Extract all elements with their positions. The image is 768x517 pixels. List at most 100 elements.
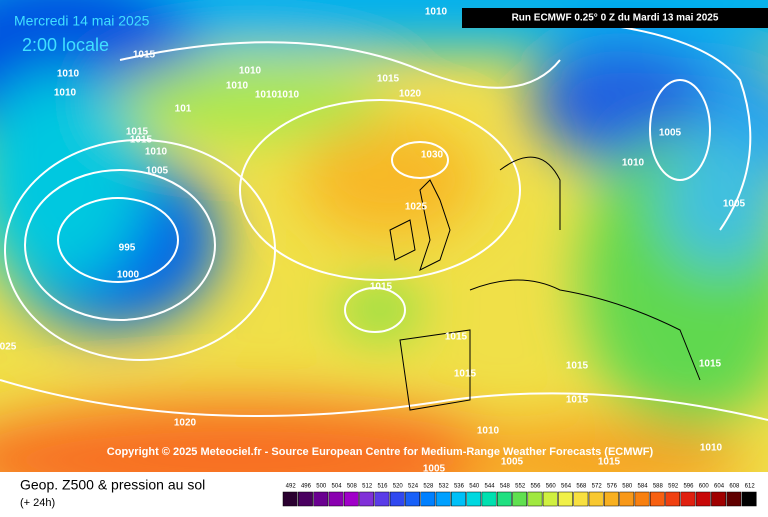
colorbar: 492 496 500 504 508 512 516 520 524 528 532 536 540 5… <box>282 484 757 507</box>
isobars <box>0 19 768 421</box>
colorbar-label: 524 <box>408 484 419 490</box>
colorbar-label: 516 <box>377 484 388 490</box>
isobar-label: 1015 <box>566 361 589 372</box>
colorbar-swatch <box>741 491 757 507</box>
isobar-label: 101 <box>175 104 192 115</box>
colorbar-label: 532 <box>439 484 450 490</box>
isobar-label: 1010 <box>425 7 448 18</box>
colorbar-swatch <box>328 491 344 507</box>
colorbar-label: 508 <box>347 484 358 490</box>
colorbar-label: 492 <box>286 484 297 490</box>
colorbar-swatch <box>451 491 466 507</box>
colorbar-label: 588 <box>653 484 664 490</box>
colorbar-label: 552 <box>515 484 526 490</box>
isobar-label: 995 <box>119 243 136 254</box>
colorbar-swatch <box>542 491 558 507</box>
colorbar-label: 604 <box>714 484 725 490</box>
isobar-label: 1010 <box>700 443 723 454</box>
colorbar-swatch <box>496 491 512 507</box>
legend-title: Geop. Z500 & pression au sol <box>20 477 205 493</box>
colorbar-swatch <box>389 491 405 507</box>
run-info: Run ECMWF 0.25° 0 Z du Mardi 13 mai 2025 <box>512 13 719 24</box>
isobar-label: 025 <box>0 342 17 353</box>
colorbar-swatch <box>604 491 619 507</box>
isobar-label: 1010 <box>239 66 262 77</box>
colorbar-swatch <box>619 491 635 507</box>
colorbar-swatch <box>665 491 681 507</box>
colorbar-label: 580 <box>622 484 633 490</box>
colorbar-swatch <box>466 491 482 507</box>
colorbar-label: 536 <box>454 484 465 490</box>
isobar-label: 1010 <box>277 90 300 101</box>
colorbar-label: 544 <box>485 484 496 490</box>
isobar-label: 1005 <box>146 166 169 177</box>
isobar-label: 1015 <box>133 50 156 61</box>
isobar-label: 1010 <box>57 69 80 80</box>
colorbar-label: 600 <box>699 484 710 490</box>
colorbar-swatch <box>298 491 313 507</box>
colorbar-label: 612 <box>745 484 756 490</box>
isobar-label: 1010 <box>54 88 77 99</box>
colorbar-swatch <box>481 491 497 507</box>
isobar-label: 1020 <box>399 89 422 100</box>
isobar-label: 1010 <box>477 426 500 437</box>
isobar-label: 1010 <box>255 90 278 101</box>
colorbar-swatch <box>435 491 451 507</box>
date: Mercredi 14 mai 2025 <box>14 13 150 29</box>
colorbar-swatch <box>359 491 375 507</box>
isobar-label: 1015 <box>370 282 393 293</box>
colorbar-swatch <box>313 491 329 507</box>
isobar-label: 1015 <box>377 74 400 85</box>
colorbar-label: 500 <box>316 484 327 490</box>
isobar-label: 1010 <box>226 81 249 92</box>
isobar-label: 1005 <box>501 457 524 468</box>
colorbar-label: 592 <box>668 484 679 490</box>
isobar-label: 1010 <box>145 147 168 158</box>
isobar-label: 1005 <box>659 128 682 139</box>
colorbar-swatch <box>527 491 543 507</box>
isobar-label: 1015 <box>699 359 722 370</box>
colorbar-label: 560 <box>546 484 557 490</box>
colorbar-label: 584 <box>638 484 649 490</box>
isobar-label: 1010 <box>622 158 645 169</box>
colorbar-swatch <box>680 491 696 507</box>
isobar-label: 1015 <box>445 332 468 343</box>
isobar-label: 1005 <box>423 464 446 475</box>
colorbar-swatch <box>695 491 711 507</box>
isobar-label: 1015 <box>598 457 621 468</box>
isobar-label: 1015 <box>454 369 477 380</box>
colorbar-label: 528 <box>423 484 434 490</box>
colorbar-swatch <box>405 491 420 507</box>
colorbar-label: 548 <box>500 484 511 490</box>
colorbar-label: 564 <box>561 484 572 490</box>
colorbar-swatch <box>282 491 298 507</box>
legend-subtitle: (+ 24h) <box>20 497 55 509</box>
colorbar-label: 596 <box>683 484 694 490</box>
colorbar-label: 576 <box>607 484 618 490</box>
colorbar-swatch <box>374 491 390 507</box>
time: 2:00 locale <box>22 35 109 55</box>
isobar-label: 1000 <box>117 270 140 281</box>
colorbar-label: 556 <box>530 484 541 490</box>
colorbar-swatch <box>558 491 573 507</box>
coastlines <box>389 156 701 411</box>
colorbar-swatch <box>343 491 359 507</box>
colorbar-swatch <box>726 491 742 507</box>
isobar-label: 1015 <box>130 135 153 146</box>
copyright: Copyright © 2025 Meteociel.fr - Source E… <box>107 446 654 458</box>
isobar-label: 1015 <box>126 127 149 138</box>
run-box <box>462 8 768 28</box>
colorbar-label: 608 <box>729 484 740 490</box>
isobar-label: 1025 <box>405 202 428 213</box>
colorbar-swatch <box>711 491 726 507</box>
colorbar-swatch <box>573 491 589 507</box>
colorbar-swatch <box>420 491 436 507</box>
colorbar-swatch <box>634 491 650 507</box>
colorbar-label: 496 <box>301 484 312 490</box>
isobar-label: 1030 <box>421 150 444 161</box>
colorbar-label: 568 <box>576 484 587 490</box>
colorbar-label: 520 <box>393 484 404 490</box>
colorbar-label: 572 <box>592 484 603 490</box>
